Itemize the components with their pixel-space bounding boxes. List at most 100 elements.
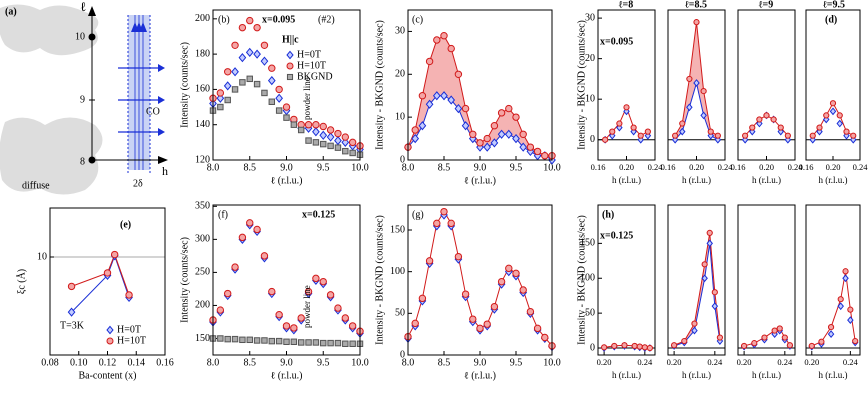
y-tick-label: 100 [580, 273, 595, 284]
title: ℓ=9.5 [823, 0, 845, 10]
marker [818, 338, 825, 345]
marker [260, 41, 269, 49]
y-tick-label: 0 [400, 349, 405, 360]
marker [268, 287, 276, 296]
y-tick-label: 50 [395, 308, 405, 319]
marker [526, 143, 535, 151]
marker [808, 342, 815, 350]
y-tick-label: 0 [590, 134, 595, 145]
marker [341, 133, 349, 141]
panel: (d) [825, 14, 837, 25]
title: ℓ=8 [619, 0, 633, 10]
marker [850, 132, 857, 139]
panel: 0.16 0.20 0.24 ℓ=9 h (r.l.u.) [731, 0, 804, 185]
x-tick-label: 10.0 [543, 357, 561, 368]
y-tick-label: 150 [580, 238, 595, 249]
x-tick-label: 0.24 [637, 357, 653, 367]
x-tick-label: 9.0 [280, 357, 293, 368]
x-tick-label: 0.20 [804, 357, 819, 367]
marker [631, 342, 638, 350]
marker [312, 139, 320, 146]
marker [490, 302, 499, 311]
marker [231, 67, 239, 77]
y-tick-label: 250 [195, 267, 210, 278]
x-tick-label: 8.5 [438, 357, 451, 368]
x-tick-label: 9.5 [317, 162, 330, 173]
y-axis-label: Intensity - BKGND (counts/sec) [374, 215, 385, 345]
plot-frame [667, 204, 726, 356]
marker [711, 302, 719, 311]
marker [261, 89, 268, 97]
marker [216, 89, 225, 97]
marker [816, 124, 823, 131]
x-tick-label: 9.5 [317, 357, 330, 368]
label: x=0.125 [302, 209, 335, 220]
marker [837, 296, 844, 303]
marker [490, 122, 499, 130]
y-axis-label: Intensity (counts/sec) [179, 42, 190, 128]
panel: 0 10 20 30 0.16 0.20 0.24 (d) x=0.095 ℓ=8 h (r.l.u… [576, 0, 837, 185]
marker [686, 103, 693, 112]
x-axis-label: h (r.l.u.) [819, 370, 848, 380]
marker [245, 47, 254, 57]
marker [771, 327, 778, 334]
y-tick-label: 350 [195, 201, 210, 212]
diffuse-blob [0, 117, 103, 195]
schematic: (a) ℓ 10 9 8 h CO 2δ diffuse [0, 0, 168, 195]
marker [238, 53, 247, 63]
x-axis-label: h (r.l.u.) [752, 175, 781, 185]
marker [268, 98, 276, 105]
plot-frame [597, 204, 656, 356]
annotation: powder line [302, 77, 312, 120]
panel: (g) [412, 209, 424, 220]
marker [776, 325, 783, 332]
marker [253, 225, 261, 234]
x-tick-label: 0.12 [99, 357, 117, 368]
y-tick-label: 50 [585, 307, 595, 318]
marker [433, 219, 441, 228]
marker [454, 70, 463, 78]
tick-label: 9 [80, 94, 85, 105]
x-tick-label: 0.20 [759, 162, 774, 172]
diffuse-label: diffuse [22, 180, 50, 191]
marker [829, 100, 837, 107]
y-tick-label: 150 [195, 333, 210, 344]
marker [253, 49, 261, 59]
marker [320, 140, 327, 148]
marker [246, 219, 254, 227]
marker [483, 134, 491, 143]
annotation: T=3K [60, 320, 85, 331]
marker [533, 147, 542, 156]
y-axis-label: Intensity (counts/sec) [179, 237, 190, 323]
marker [275, 93, 284, 103]
marker [224, 96, 231, 104]
marker [217, 335, 224, 342]
panel: (e) [120, 219, 131, 230]
panel: 0 50 100 150 8.0 8.5 9.0 9.5 10.0 (g) ℓ (r.l.u.) In… [374, 204, 561, 381]
marker [461, 290, 470, 298]
plot-frame [667, 9, 726, 161]
marker [282, 103, 291, 111]
marker [283, 114, 290, 121]
x-axis-label: ℓ (r.l.u.) [464, 175, 496, 186]
marker [411, 319, 419, 328]
y-axis-label: Intensity - BKGND (counts/sec) [576, 20, 587, 150]
marker [312, 339, 320, 346]
marker [224, 68, 232, 76]
x-tick-label: 8.0 [402, 162, 415, 173]
marker [349, 340, 356, 347]
x-tick-label: 8.0 [402, 357, 415, 368]
marker [425, 99, 434, 109]
bragg-point [88, 33, 96, 41]
co-label: CO [146, 106, 160, 117]
y-tick-label: 0 [590, 342, 595, 353]
marker [630, 124, 637, 131]
marker [312, 121, 320, 129]
y-tick-label: 10 [585, 93, 595, 104]
x-axis-label: h (r.l.u.) [682, 370, 711, 380]
marker [268, 64, 276, 72]
marker [505, 264, 513, 273]
marker [777, 124, 784, 131]
marker [267, 75, 276, 86]
marker [67, 307, 76, 317]
